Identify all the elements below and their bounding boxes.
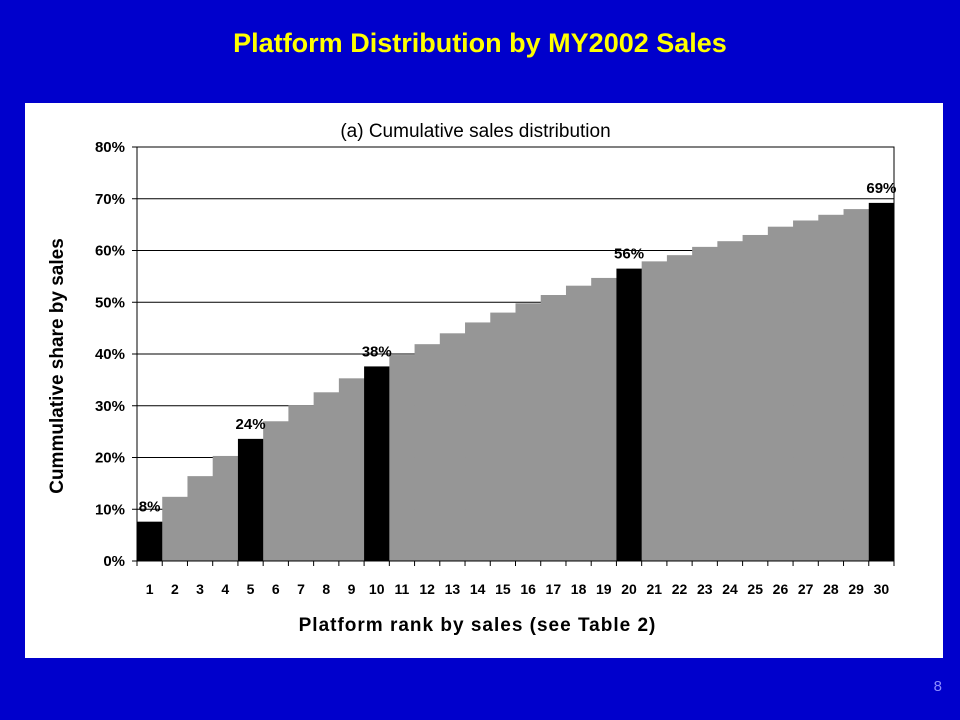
x-tick-label: 29 xyxy=(848,581,864,597)
bar xyxy=(465,322,491,561)
x-tick-label: 26 xyxy=(773,581,789,597)
x-tick-label: 25 xyxy=(747,581,763,597)
y-tick-label: 40% xyxy=(95,346,125,363)
x-tick-label: 8 xyxy=(322,581,330,597)
bar xyxy=(187,476,214,561)
bar xyxy=(212,455,239,561)
bar xyxy=(288,405,315,561)
x-tick-label: 30 xyxy=(874,581,890,597)
x-tick-label: 7 xyxy=(297,581,305,597)
bar xyxy=(137,521,163,561)
x-tick-label: 17 xyxy=(546,581,562,597)
bar xyxy=(818,214,844,561)
data-label: 38% xyxy=(362,343,392,360)
x-tick-label: 20 xyxy=(621,581,637,597)
bar xyxy=(540,295,567,561)
data-label: 8% xyxy=(139,499,161,516)
bar xyxy=(868,202,895,561)
bar xyxy=(641,261,668,561)
x-tick-label: 21 xyxy=(646,581,662,597)
bar xyxy=(565,285,592,561)
bar xyxy=(414,344,441,561)
bar xyxy=(162,496,188,561)
bar xyxy=(439,333,466,561)
bar xyxy=(591,277,617,561)
x-tick-label: 19 xyxy=(596,581,612,597)
bar xyxy=(515,303,542,561)
bar xyxy=(767,226,794,561)
x-tick-label: 5 xyxy=(247,581,255,597)
y-tick-label: 70% xyxy=(95,191,125,208)
bar xyxy=(237,438,264,561)
y-tick-label: 10% xyxy=(95,501,125,518)
cumulative-sales-chart: 0% 10% 20% 30% 40% 50% 60% 70% 80% 8% 24% 38% 56% 69%… xyxy=(47,121,896,636)
x-tick-label: 6 xyxy=(272,581,280,597)
y-tick-label: 20% xyxy=(95,450,125,467)
bar xyxy=(338,378,365,561)
y-tick-label: 60% xyxy=(95,243,125,260)
x-tick-label: 14 xyxy=(470,581,486,597)
bar xyxy=(843,209,870,561)
y-tick-label: 80% xyxy=(95,139,125,156)
x-tick-label: 13 xyxy=(445,581,461,597)
x-axis-label: Platform rank by sales (see Table 2) xyxy=(299,615,657,636)
x-tick-label: 24 xyxy=(722,581,738,597)
bar xyxy=(490,312,516,561)
chart-panel: 0% 10% 20% 30% 40% 50% 60% 70% 80% 8% 24% 38% 56% 69%… xyxy=(25,103,943,658)
bar xyxy=(793,220,819,562)
x-tick-label: 18 xyxy=(571,581,587,597)
x-tick-label: 9 xyxy=(348,581,356,597)
data-label: 24% xyxy=(236,416,266,433)
x-tick-label: 10 xyxy=(369,581,385,597)
bar xyxy=(389,355,415,561)
y-axis-label: Cummulative share by sales xyxy=(47,238,68,494)
x-tick-label: 28 xyxy=(823,581,839,597)
bar xyxy=(263,421,289,561)
bar xyxy=(666,255,693,561)
x-tick-label: 4 xyxy=(221,581,229,597)
x-tick-label: 27 xyxy=(798,581,814,597)
x-tick-label: 3 xyxy=(196,581,204,597)
x-tick-label: 16 xyxy=(520,581,536,597)
x-tick-label: 12 xyxy=(419,581,435,597)
data-label: 69% xyxy=(866,180,896,197)
x-tick-label: 2 xyxy=(171,581,179,597)
x-tick-label: 23 xyxy=(697,581,713,597)
data-label: 56% xyxy=(614,246,644,263)
x-tick-label: 11 xyxy=(395,581,410,597)
bar xyxy=(616,268,643,561)
x-tick-label: 22 xyxy=(672,581,688,597)
x-tick-label: 1 xyxy=(146,581,154,597)
bar xyxy=(717,241,743,561)
x-tick-label: 15 xyxy=(495,581,511,597)
bar xyxy=(313,392,340,561)
bar xyxy=(692,246,718,561)
slide-title: Platform Distribution by MY2002 Sales xyxy=(233,28,727,58)
chart-title: (a) Cumulative sales distribution xyxy=(340,121,610,142)
y-tick-label: 0% xyxy=(103,553,125,570)
y-tick-label: 30% xyxy=(95,398,125,415)
bar xyxy=(742,234,769,561)
page-number: 8 xyxy=(933,678,942,695)
y-tick-label: 50% xyxy=(95,294,125,311)
bar xyxy=(364,366,390,561)
